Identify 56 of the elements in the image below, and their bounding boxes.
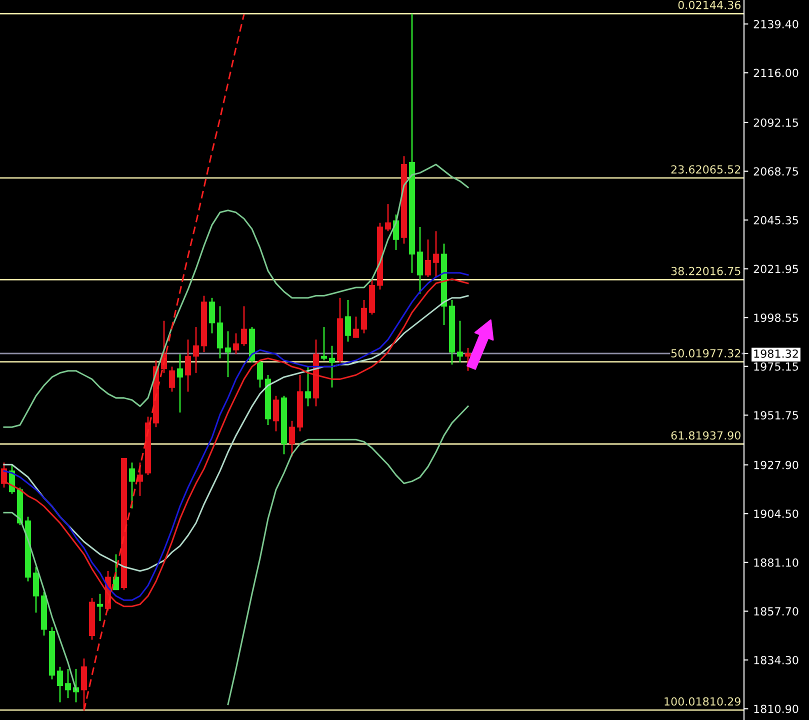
ref-line-label: 50.01977.32 (671, 349, 740, 358)
candlestick (345, 299, 351, 342)
candlestick (137, 462, 143, 497)
candlestick (81, 658, 87, 711)
candlestick (257, 360, 263, 388)
y-tick-label: 2139.40 (754, 20, 798, 28)
line-series (83, 14, 245, 712)
candlestick (129, 462, 135, 510)
candlestick (417, 226, 423, 294)
y-tick-label: 1998.55 (754, 314, 798, 322)
candlestick (169, 366, 175, 392)
ref-line-label: 23.62065.52 (671, 165, 740, 174)
y-tick-label: 2068.75 (754, 167, 798, 176)
candlestick (65, 668, 71, 699)
y-tick-label: 2092.15 (754, 118, 798, 127)
ref-line-label: 61.81937.90 (671, 431, 740, 440)
y-tick-label: 2045.35 (754, 216, 798, 224)
y-tick-label: 1881.10 (754, 558, 798, 567)
candlestick (457, 320, 463, 364)
y-tick-label: 1975.15 (754, 362, 798, 371)
candlestick (305, 366, 311, 407)
candlestick (425, 238, 431, 278)
candlestick (329, 345, 335, 388)
candlestick (33, 566, 39, 614)
ref-line-label: 100.01810.29 (664, 697, 740, 706)
line-series (3, 295, 469, 572)
candlestick (433, 230, 439, 278)
y-tick-label: 1834.30 (754, 656, 798, 664)
candlestick (193, 326, 199, 374)
y-tick-label: 1951.75 (754, 411, 798, 420)
candlestick (465, 347, 471, 372)
candlestick (113, 554, 119, 590)
candlestick (353, 316, 359, 338)
y-tick-label: 1810.90 (754, 704, 798, 714)
ref-line-label: 0.02144.36 (678, 0, 741, 10)
candlestick (209, 297, 215, 334)
y-tick-label: 1904.50 (754, 510, 798, 518)
candlestick (57, 666, 63, 703)
candlestick (225, 330, 231, 378)
candlestick (241, 306, 247, 347)
candlestick (177, 353, 183, 414)
candlestick (289, 420, 295, 457)
y-tick-label: 2116.00 (754, 68, 798, 78)
candlestick (321, 326, 327, 362)
candlestick (273, 395, 279, 432)
candlestick (97, 593, 103, 622)
candlestick (233, 332, 239, 355)
candlestick (361, 299, 367, 334)
candlestick (185, 338, 191, 392)
line-series (3, 164, 469, 428)
y-tick-label: 2021.95 (754, 264, 798, 274)
ref-line-label: 38.22016.75 (671, 266, 740, 276)
y-tick-label: 1857.70 (754, 607, 798, 616)
candlestick (385, 203, 391, 232)
y-tick-label: 1927.90 (754, 460, 798, 470)
y-tick-label: 1981.32 (754, 349, 798, 358)
